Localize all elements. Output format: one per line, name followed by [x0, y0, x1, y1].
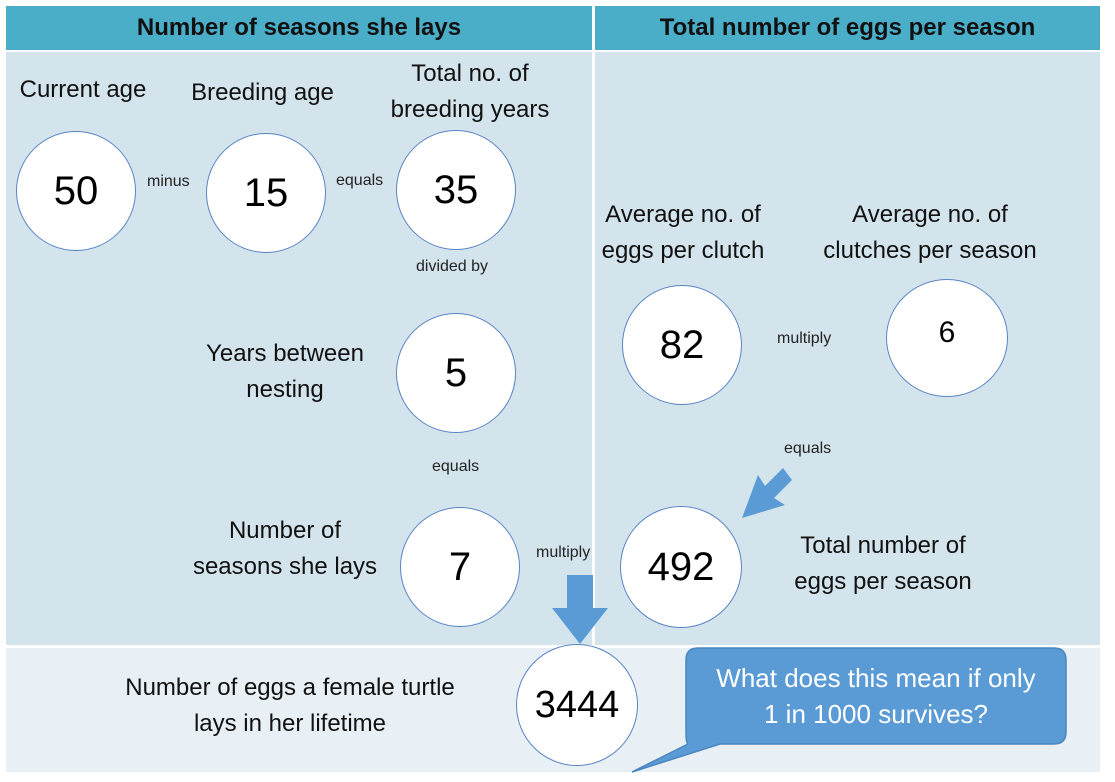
seasons-label: Number of seasons she lays	[192, 517, 378, 580]
header-left: Number of seasons she lays	[6, 6, 592, 50]
avg-eggs-value: 82	[622, 285, 742, 405]
lifetime-value: 3444	[516, 644, 638, 766]
years-between-value: 5	[396, 313, 516, 433]
multiply-operator-1: multiply	[536, 544, 591, 561]
avg-clutches-value: 6	[886, 279, 1008, 397]
years-between-label: Years between nesting	[206, 340, 364, 403]
breeding-age-value: 15	[206, 133, 326, 253]
total-eggs-season-label: Total number of eggs per season	[794, 532, 972, 595]
lifetime-label: Number of eggs a female turtle lays in h…	[125, 674, 455, 737]
down-arrow	[552, 575, 608, 644]
total-eggs-season-value: 492	[620, 506, 742, 628]
callout-bubble	[631, 647, 1067, 773]
callout-text: What does this mean if only 1 in 1000 su…	[716, 663, 1036, 729]
seasons-value: 7	[400, 507, 520, 627]
total-breeding-years-label: Total no. of breeding years	[390, 60, 550, 123]
total-breeding-years-value: 35	[396, 130, 516, 250]
diagonal-arrow	[742, 468, 792, 518]
equals-operator-2: equals	[432, 458, 480, 475]
minus-operator: minus	[147, 173, 190, 190]
header-right: Total number of eggs per season	[595, 6, 1100, 50]
current-age-value: 50	[16, 131, 136, 251]
equals-operator-3: equals	[784, 440, 832, 457]
current-age-label: Current age	[19, 76, 147, 103]
multiply-operator-2: multiply	[777, 330, 832, 347]
avg-eggs-label: Average no. of eggs per clutch	[601, 201, 765, 264]
divided-by-operator: divided by	[416, 258, 489, 275]
breeding-age-label: Breeding age	[191, 79, 334, 106]
equals-operator-1: equals	[336, 172, 384, 189]
avg-clutches-label: Average no. of clutches per season	[823, 201, 1037, 264]
